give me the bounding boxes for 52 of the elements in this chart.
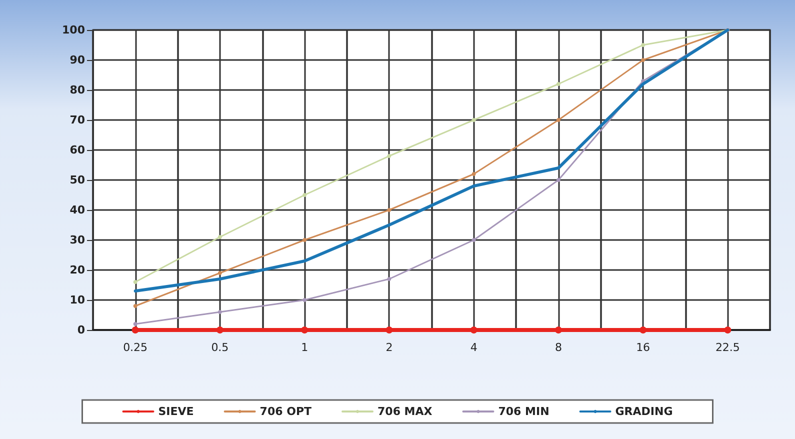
point xyxy=(302,238,307,242)
point xyxy=(133,304,138,308)
point xyxy=(386,326,393,334)
y-tick-label: 70 xyxy=(70,114,86,126)
y-tick-label: 10 xyxy=(70,294,86,306)
point xyxy=(218,310,222,314)
point xyxy=(640,326,647,334)
legend-label: 706 OPT xyxy=(260,405,312,418)
y-tick-label: 60 xyxy=(70,144,86,156)
y-tick-label: 30 xyxy=(70,234,86,246)
y-tick-label: 100 xyxy=(62,24,86,36)
y-tick-label: 50 xyxy=(70,174,86,186)
x-tick-label: 16 xyxy=(636,341,650,354)
point xyxy=(132,326,139,334)
point xyxy=(216,326,224,334)
point xyxy=(472,172,476,176)
y-tick-label: 90 xyxy=(70,54,86,66)
x-tick-label: 0.25 xyxy=(123,341,148,354)
point xyxy=(641,43,646,47)
point xyxy=(724,326,732,334)
point xyxy=(387,208,392,212)
y-tick-label: 0 xyxy=(77,324,86,336)
point xyxy=(556,82,560,86)
point xyxy=(472,238,476,242)
x-tick-label: 1 xyxy=(301,341,308,354)
point xyxy=(302,298,307,302)
point xyxy=(556,178,560,182)
x-tick-label: 8 xyxy=(554,341,562,354)
x-tick-label: 4 xyxy=(470,341,478,354)
point xyxy=(218,235,222,239)
legend-label: 706 MAX xyxy=(378,405,433,418)
point xyxy=(556,118,560,122)
point xyxy=(387,277,392,281)
x-tick-label: 0.5 xyxy=(211,341,229,354)
y-tick-label: 40 xyxy=(70,204,86,216)
point xyxy=(302,193,307,197)
point xyxy=(641,58,646,62)
legend-label: SIEVE xyxy=(158,405,194,418)
point xyxy=(301,326,308,334)
legend-label: GRADING xyxy=(615,405,673,418)
point xyxy=(218,271,222,275)
point xyxy=(554,326,562,334)
x-tick-label: 2 xyxy=(386,341,393,354)
point xyxy=(133,322,138,326)
y-tick-label: 80 xyxy=(70,84,86,96)
point xyxy=(470,326,478,334)
x-tick-label: 22.5 xyxy=(715,341,740,354)
legend-label: 706 MIN xyxy=(498,405,550,418)
y-tick-label: 20 xyxy=(70,264,86,276)
point xyxy=(472,118,476,122)
point xyxy=(387,154,392,158)
point xyxy=(133,280,138,284)
